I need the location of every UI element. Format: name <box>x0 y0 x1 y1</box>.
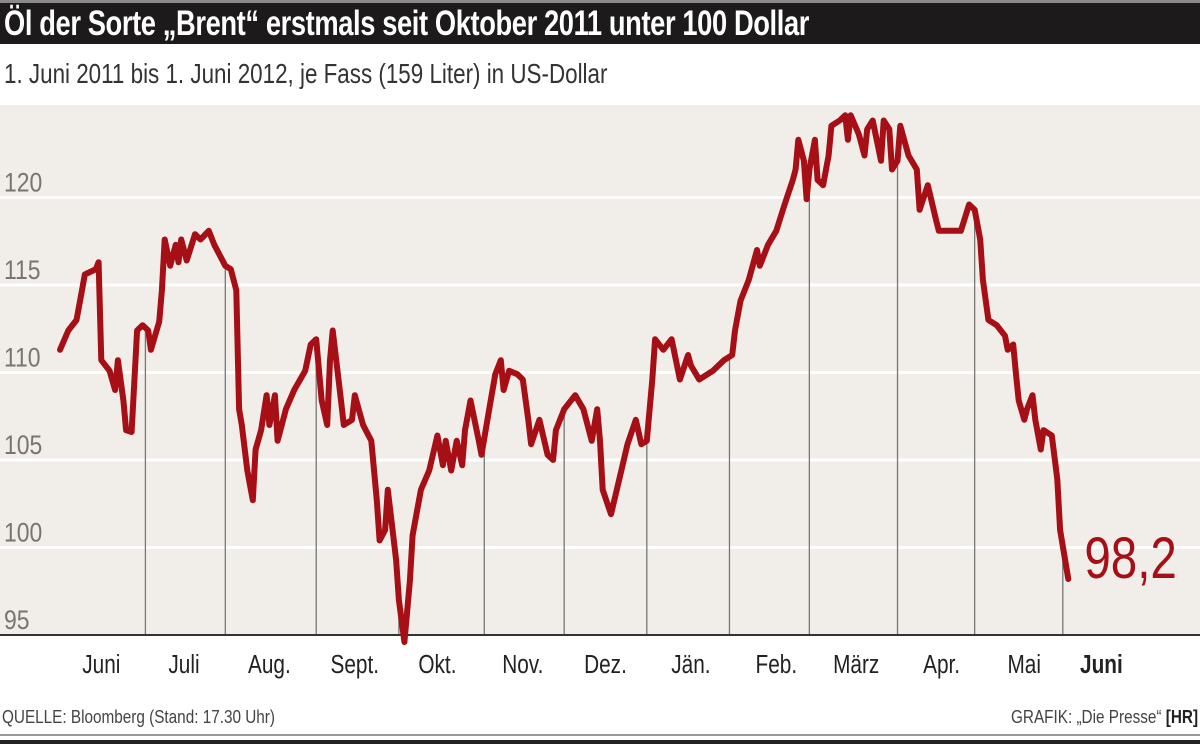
x-tick-label: Juni <box>1080 650 1123 679</box>
x-tick-label: Aug. <box>248 650 291 679</box>
x-tick-label: Okt. <box>418 650 456 679</box>
x-tick-label: Dez. <box>584 650 627 679</box>
x-tick-label: Mai <box>1007 650 1041 679</box>
y-tick-label: 100 <box>4 518 42 548</box>
credit-note: GRAFIK: „Die Presse“ [HR] <box>1011 707 1198 728</box>
y-tick-label: 105 <box>4 430 42 460</box>
y-tick-label: 120 <box>4 168 42 198</box>
x-tick-label: Apr. <box>923 650 960 679</box>
y-tick-label: 110 <box>4 343 41 373</box>
chart-title: Öl der Sorte „Brent“ erstmals seit Oktob… <box>4 4 809 43</box>
y-tick-label: 95 <box>4 605 30 635</box>
x-tick-label: Sept. <box>331 650 380 679</box>
brent-price-line <box>57 112 1072 645</box>
footer-rule <box>0 734 1200 736</box>
plot-background <box>0 105 1200 635</box>
source-note: QUELLE: Bloomberg (Stand: 17.30 Uhr) <box>2 707 275 727</box>
x-tick-label: Juli <box>168 650 199 679</box>
x-tick-label: Feb. <box>755 650 797 679</box>
x-tick-label: Nov. <box>502 650 543 679</box>
x-tick-label: Jän. <box>671 650 710 679</box>
y-tick-label: 115 <box>4 255 41 285</box>
bottom-rule <box>0 740 1200 744</box>
x-tick-label: März <box>833 650 879 679</box>
title-bar: Öl der Sorte „Brent“ erstmals seit Oktob… <box>0 0 1200 44</box>
end-value-label: 98,2 <box>1084 527 1177 592</box>
credit-text: GRAFIK: „Die Presse“ <box>1010 707 1162 727</box>
credit-tag: [HR] <box>1165 707 1198 727</box>
chart-subtitle: 1. Juni 2011 bis 1. Juni 2012, je Fass (… <box>4 58 608 89</box>
x-tick-label: Juni <box>82 650 120 679</box>
